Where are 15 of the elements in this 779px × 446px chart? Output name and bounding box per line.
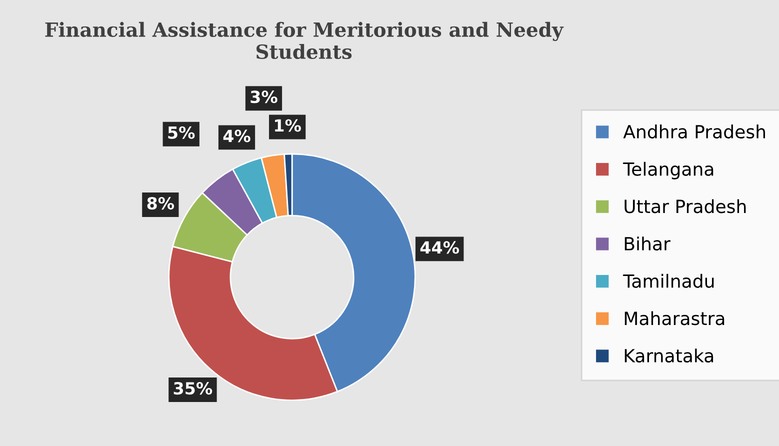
legend-label: Uttar Pradesh xyxy=(624,199,746,214)
legend-label: Tamilnadu xyxy=(623,274,714,288)
data-label: 3% xyxy=(250,90,278,104)
legend-label: Telangana xyxy=(623,162,714,180)
data-label: 5% xyxy=(168,126,195,139)
data-label: 8% xyxy=(147,196,174,210)
data-label: 4% xyxy=(223,130,250,142)
legend-label: Karnataka xyxy=(624,348,714,363)
legend-label: Maharastra xyxy=(624,311,724,326)
legend-label: Bihar xyxy=(624,236,670,251)
chart-title: Financial Assistance for Meritorious and Needy Students xyxy=(45,22,564,60)
data-label: 44% xyxy=(420,241,460,254)
legend-label: Andhra Pradesh xyxy=(623,124,765,139)
data-label: 35% xyxy=(174,382,212,395)
data-label: 1% xyxy=(275,119,301,132)
